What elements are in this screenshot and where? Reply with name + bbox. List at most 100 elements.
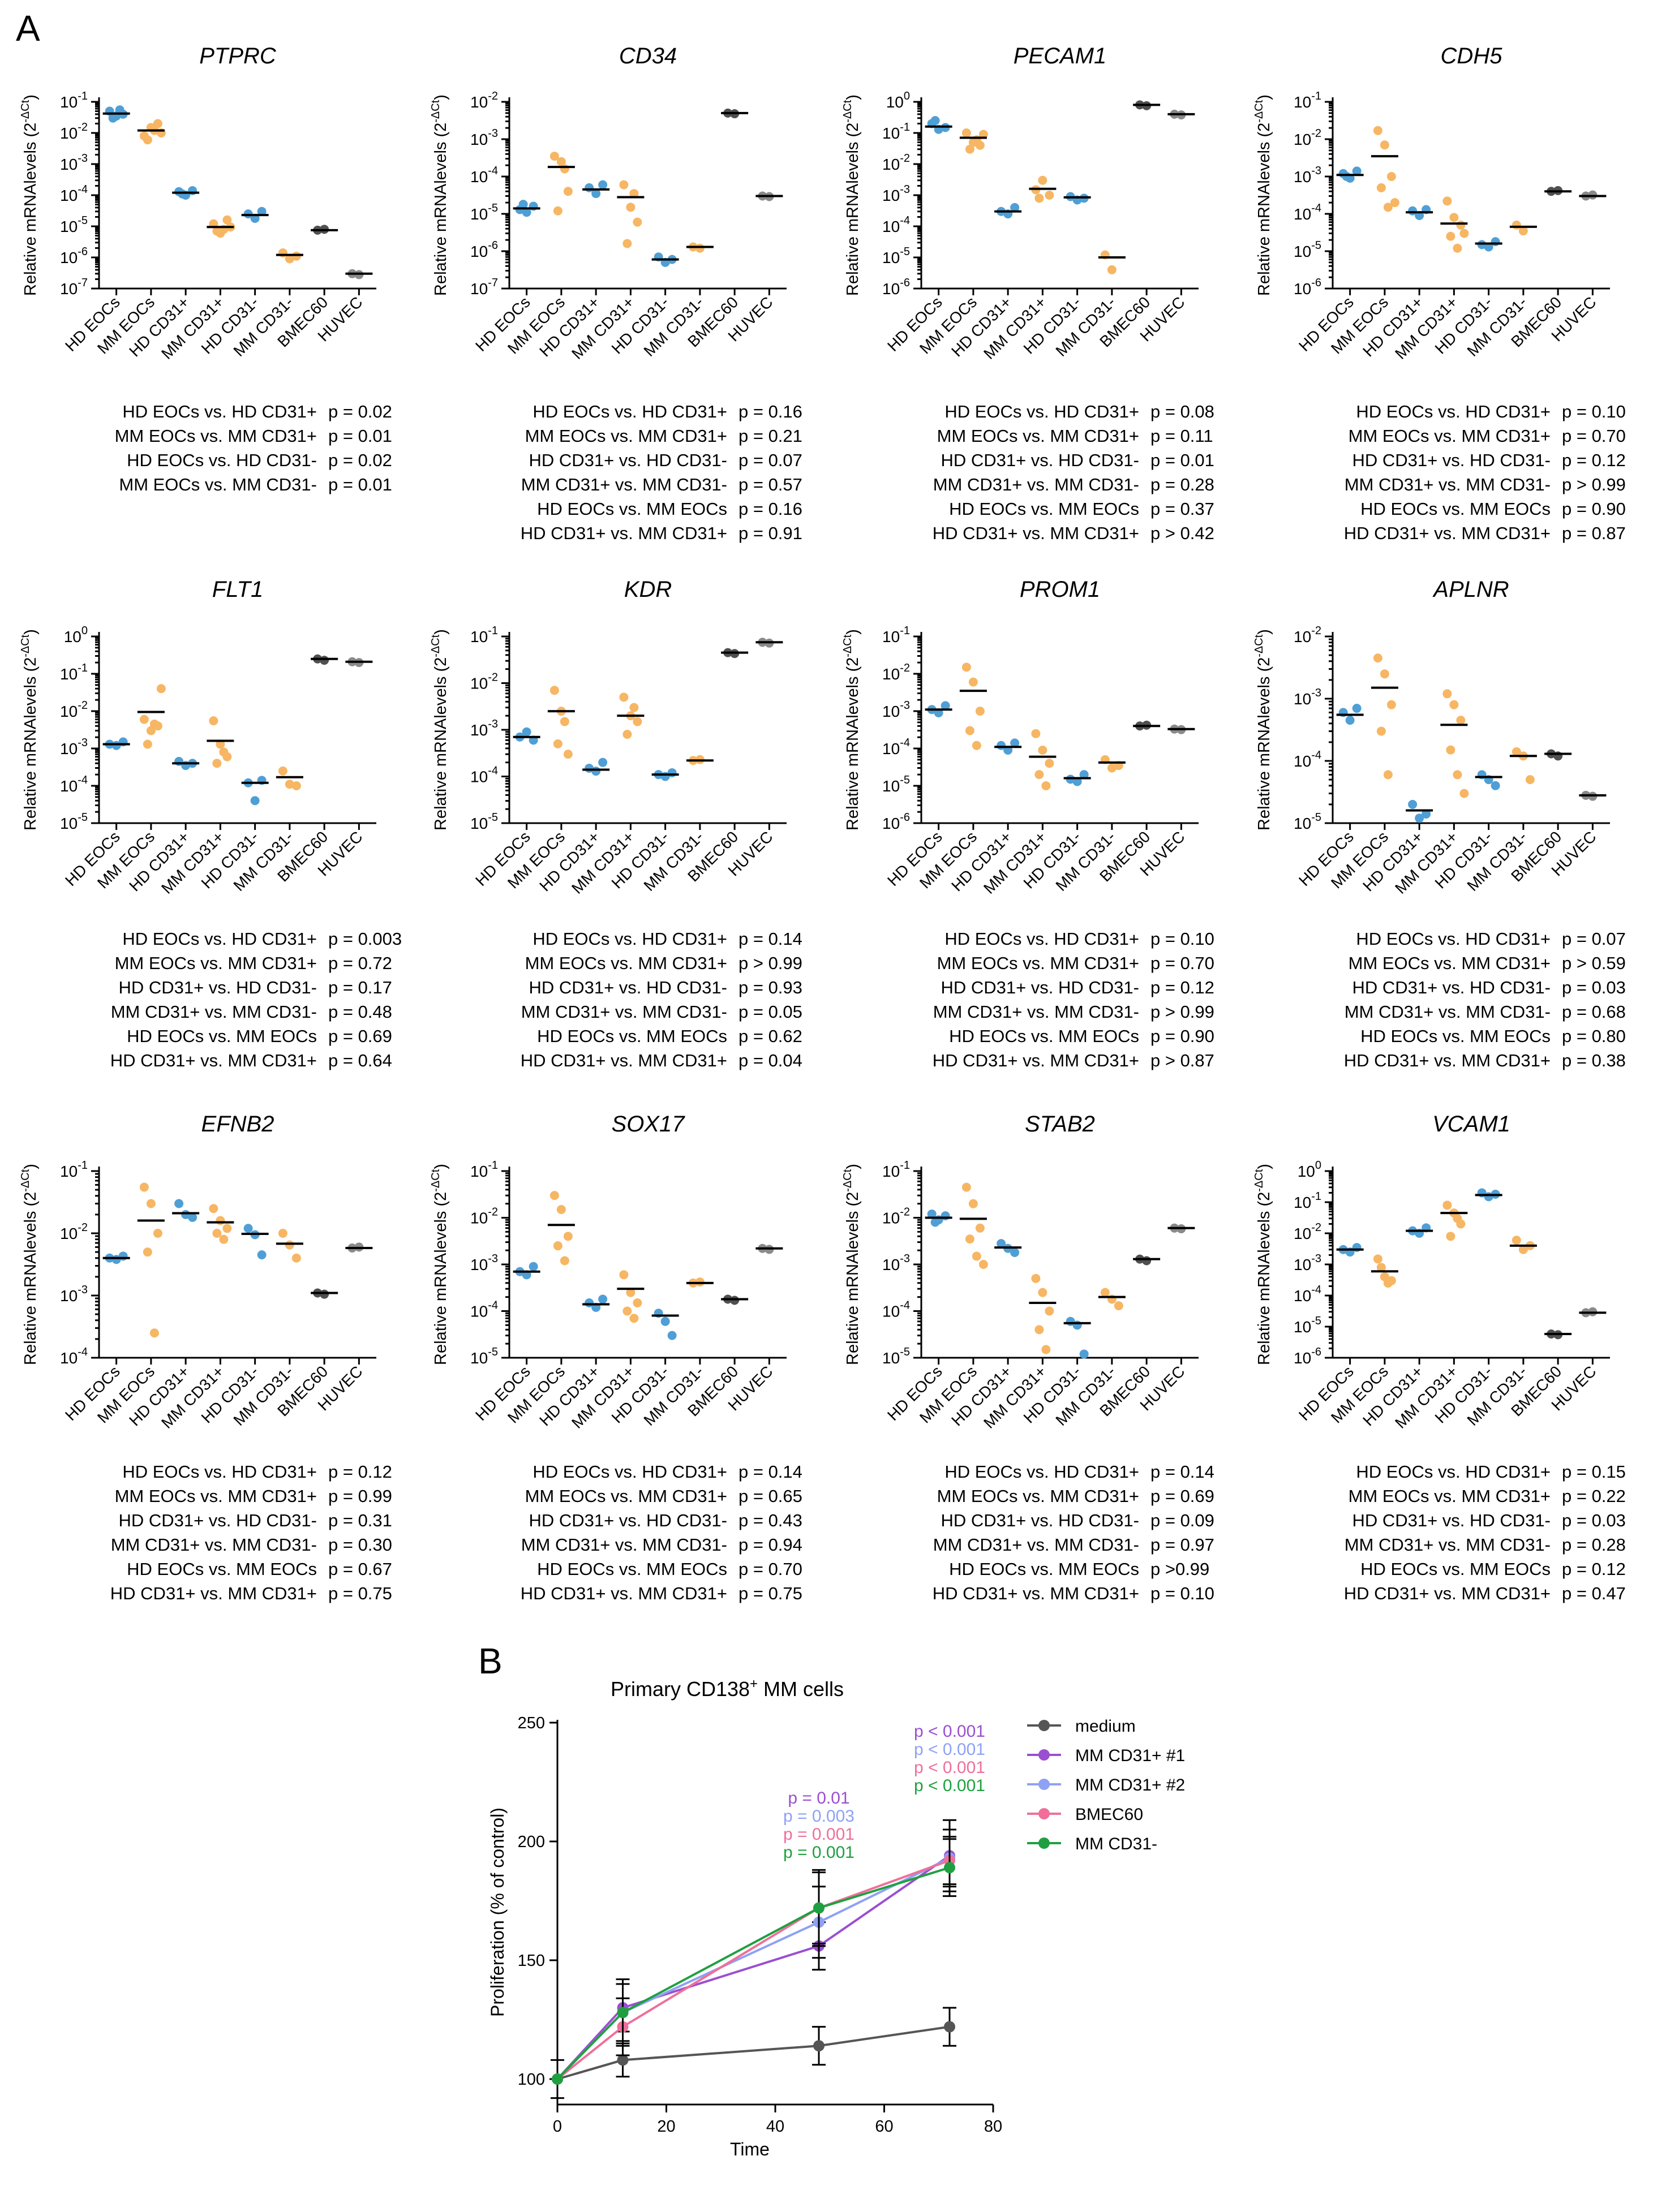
data-point (1453, 770, 1462, 780)
tick-base: 10 (882, 124, 900, 142)
data-point (598, 758, 608, 767)
stat-p-value: p = 0.72 (328, 953, 392, 973)
tick-base: 10 (882, 740, 900, 758)
series-point (617, 2054, 629, 2066)
stat-p-value: p = 0.12 (1562, 1559, 1626, 1579)
stat-comparison: HD EOCs vs. HD CD31+ (944, 402, 1139, 421)
data-point (972, 1251, 981, 1261)
tick-base: 10 (60, 156, 78, 173)
tick-exponent: -2 (900, 152, 910, 165)
data-point (560, 1256, 569, 1266)
data-point (1383, 1279, 1393, 1288)
tick-exponent: -4 (78, 774, 88, 786)
stat-comparison: MM CD31+ vs. MM CD31- (521, 1535, 727, 1555)
stat-comparison: HD CD31+ vs. MM CD31+ (521, 523, 727, 543)
y-label-part: ) (432, 1164, 450, 1169)
stat-comparison: HD CD31+ vs. MM CD31+ (110, 1051, 317, 1070)
y-tick-label: 10-2 (882, 662, 910, 683)
data-point (1352, 704, 1362, 713)
series-line (557, 2025, 950, 2080)
y-tick-label: 10-3 (882, 1253, 910, 1273)
stat-comparison: HD EOCs vs. HD CD31- (127, 450, 317, 470)
stat-comparison: HD EOCs vs. MM EOCs (537, 1559, 727, 1579)
tick-exponent: -3 (900, 1253, 910, 1265)
stat-p-value: p = 0.10 (1562, 402, 1626, 421)
tick-exponent: -3 (78, 152, 88, 165)
p-value-annotation: p < 0.001 (914, 1740, 985, 1759)
data-point (278, 1229, 287, 1238)
y-label-part: ) (1255, 629, 1273, 635)
y-label-part: ) (22, 1164, 40, 1169)
data-point (968, 1199, 978, 1208)
p-value-annotation: p = 0.001 (783, 1843, 855, 1862)
data-point (291, 781, 301, 790)
tick-exponent: -3 (1311, 165, 1321, 177)
tick-exponent: -1 (900, 121, 910, 134)
tick-exponent: -6 (488, 239, 498, 252)
tick-exponent: 0 (81, 625, 88, 637)
tick-base: 10 (60, 124, 78, 142)
data-point (1383, 770, 1393, 780)
data-point (549, 152, 559, 161)
stat-p-value: p = 0.02 (328, 402, 392, 421)
y-tick-label: 10-1 (60, 1159, 88, 1180)
data-point (975, 1223, 985, 1233)
y-label-part: ) (1255, 1164, 1273, 1169)
y-tick-label: 10-6 (882, 277, 910, 298)
y-tick-label: 10-4 (1294, 202, 1321, 223)
stat-comparison: HD EOCs vs. HD CD31+ (1356, 1462, 1551, 1482)
stat-comparison: HD CD31+ vs. HD CD31- (1352, 450, 1551, 470)
data-point (108, 113, 118, 123)
tick-base: 10 (1294, 628, 1311, 645)
title-part: MM cells (758, 1677, 844, 1701)
data-point (629, 703, 639, 712)
tick-exponent: -5 (78, 811, 88, 824)
y-label-part: -ΔCt (1253, 634, 1265, 657)
p-value-annotation: p = 0.01 (788, 1789, 849, 1808)
tick-base: 10 (882, 249, 900, 266)
data-point (1038, 746, 1047, 755)
y-tick-label: 10-2 (882, 152, 910, 173)
y-tick-label: 10-3 (470, 127, 498, 148)
y-tick-label: 10-4 (60, 774, 88, 795)
title-part: + (750, 1676, 758, 1692)
y-tick-label: 10-2 (60, 1221, 88, 1242)
data-point (1383, 203, 1393, 212)
y-label-part: Relative mRNAlevels (2 (432, 1192, 450, 1365)
y-tick-label: 10-4 (1294, 749, 1321, 770)
tick-base: 10 (470, 1256, 488, 1273)
data-point (667, 768, 677, 777)
y-tick-label: 10-1 (1294, 90, 1321, 111)
stat-p-value: p = 0.70 (738, 1559, 802, 1579)
data-point (143, 739, 152, 749)
stat-p-value: p = 0.97 (1150, 1535, 1214, 1555)
tick-exponent: -2 (1311, 625, 1321, 637)
data-point (291, 1253, 301, 1263)
data-point (1031, 1273, 1041, 1283)
stat-p-value: p = 0.30 (328, 1535, 392, 1555)
stat-comparison: MM EOCs vs. MM CD31+ (1349, 953, 1551, 973)
y-tick-label: 10-4 (882, 1299, 910, 1320)
tick-exponent: -5 (1311, 811, 1321, 824)
data-point (1352, 166, 1362, 176)
data-point (146, 1199, 156, 1208)
stat-comparison: MM EOCs vs. MM CD31+ (937, 426, 1139, 446)
data-point (633, 217, 642, 227)
y-tick-label: 100 (886, 90, 910, 111)
tick-exponent: -6 (1311, 277, 1321, 289)
tick-base: 10 (60, 187, 78, 204)
stat-comparison: HD EOCs vs. HD CD31+ (122, 929, 317, 949)
y-tick-label: 100 (1298, 1159, 1321, 1180)
stat-p-value: p = 0.14 (738, 929, 802, 949)
tick-exponent: -2 (900, 1206, 910, 1219)
stat-comparison: MM EOCs vs. MM CD31+ (937, 953, 1139, 973)
y-label-part: Relative mRNAlevels (2 (22, 657, 40, 830)
data-point (522, 208, 531, 217)
stat-comparison: HD EOCs vs. MM EOCs (1360, 1026, 1551, 1046)
y-tick-label: 10-5 (470, 1346, 498, 1367)
data-point (1373, 1254, 1382, 1264)
data-point (1422, 809, 1431, 819)
data-point (563, 187, 573, 196)
chart-title: Primary CD138+ MM cells (611, 1676, 844, 1701)
data-point (118, 1251, 128, 1261)
